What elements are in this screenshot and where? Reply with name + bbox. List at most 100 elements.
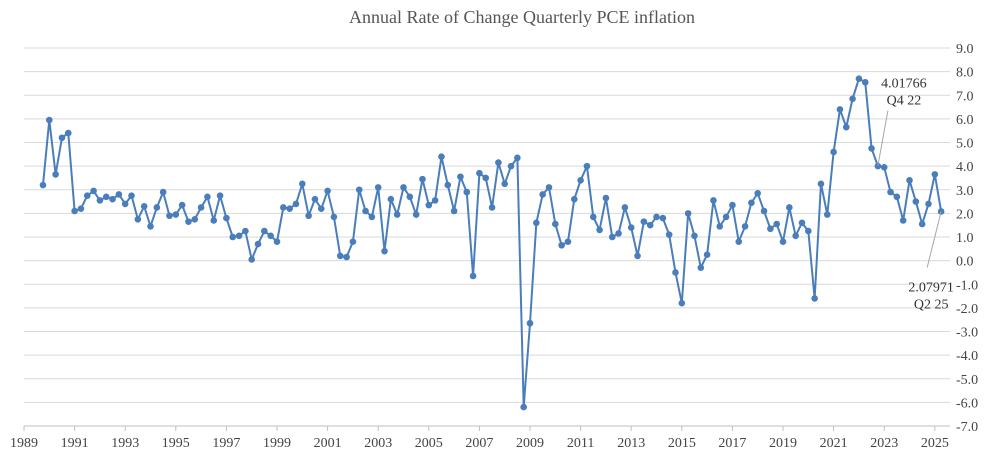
annotation-leader <box>877 110 889 166</box>
data-point <box>615 230 622 237</box>
data-point <box>640 218 648 225</box>
x-tick-label: 1993 <box>111 436 139 451</box>
y-tick-label: -3.0 <box>956 326 978 341</box>
annotation: 2.07971 Q2 25 <box>908 211 954 312</box>
data-point <box>46 116 53 124</box>
data-point <box>861 78 869 86</box>
data-point <box>121 200 129 208</box>
x-tick-label: 1991 <box>61 436 89 451</box>
y-tick-label: 3.0 <box>956 184 974 199</box>
y-tick-label: -5.0 <box>956 373 978 388</box>
data-point <box>109 195 116 203</box>
data-point <box>419 175 426 183</box>
data-point <box>621 204 629 211</box>
data-point <box>242 227 249 235</box>
data-point <box>608 233 616 241</box>
data-point <box>482 174 490 182</box>
data-point <box>899 217 907 224</box>
data-point <box>159 188 167 196</box>
data-point <box>343 253 350 261</box>
data-point <box>627 224 635 231</box>
data-point <box>741 223 749 230</box>
data-point <box>147 223 154 230</box>
data-point <box>646 221 654 229</box>
data-point <box>412 211 420 218</box>
x-tick-label: 2013 <box>617 436 645 451</box>
data-point <box>836 106 844 113</box>
data-point <box>748 199 755 207</box>
x-tick-label: 1989 <box>10 436 38 451</box>
data-point <box>880 164 888 171</box>
data-point <box>235 232 243 240</box>
y-tick-label: -6.0 <box>956 396 978 411</box>
y-tick-label: 7.0 <box>956 89 974 104</box>
data-point <box>387 195 395 203</box>
data-point <box>514 154 521 162</box>
data-point <box>185 218 192 225</box>
data-point <box>248 256 255 263</box>
data-point <box>261 227 268 235</box>
y-tick-label: 0.0 <box>956 255 974 270</box>
data-point <box>893 193 901 201</box>
data-point <box>520 403 527 411</box>
x-tick-label: 2011 <box>567 436 594 451</box>
data-point <box>539 191 546 198</box>
x-tick-label: 2023 <box>870 436 898 451</box>
data-point <box>286 205 293 212</box>
chart-title: Annual Rate of Change Quarterly PCE infl… <box>349 7 695 27</box>
y-axis: 9.0 8.0 7.0 6.0 5.0 4.0 3.0 2.0 1.0 0.0 -1.0 -2.0 -3… <box>956 42 978 435</box>
data-point <box>817 180 825 188</box>
data-point <box>191 215 199 223</box>
annotation-leader <box>926 211 942 268</box>
y-tick-label: 6.0 <box>956 113 974 128</box>
data-point <box>425 201 433 209</box>
data-point <box>299 180 306 188</box>
data-point <box>83 192 91 199</box>
y-tick-label: -7.0 <box>956 420 978 435</box>
x-tick-label: 2007 <box>465 436 493 451</box>
data-point <box>178 201 186 209</box>
data-point <box>39 181 47 189</box>
data-point <box>729 201 736 209</box>
data-point <box>457 173 464 181</box>
data-point <box>691 232 698 240</box>
annotation-value: 2.07971 <box>908 280 954 295</box>
data-point <box>223 214 230 222</box>
data-point <box>805 227 812 235</box>
data-point <box>501 180 509 188</box>
data-point <box>431 197 439 204</box>
data-point <box>64 129 72 137</box>
data-point <box>229 233 237 241</box>
data-point <box>849 95 856 103</box>
data-point <box>204 193 211 201</box>
data-point <box>564 238 572 246</box>
data-point <box>444 181 452 189</box>
data-point <box>786 204 793 211</box>
data-point <box>526 319 534 327</box>
data-point <box>254 240 262 248</box>
data-point <box>842 123 850 131</box>
data-point <box>495 159 502 166</box>
x-tick-label: 1995 <box>162 436 190 451</box>
data-point <box>311 195 319 203</box>
data-point <box>545 184 553 191</box>
data-point <box>52 171 59 178</box>
y-tick-label: -1.0 <box>956 278 978 293</box>
data-point <box>767 225 774 233</box>
data-point <box>197 204 205 211</box>
data-point <box>665 231 673 238</box>
data-point <box>336 252 344 260</box>
data-point <box>577 177 584 184</box>
data-point <box>779 238 787 246</box>
data-point <box>140 202 148 210</box>
data-point <box>634 252 641 260</box>
data-point <box>754 189 762 197</box>
y-tick-label: 5.0 <box>956 137 974 152</box>
annotation-value: 4.01766 <box>881 77 927 92</box>
x-tick-label: 2003 <box>364 436 392 451</box>
data-point <box>349 238 357 246</box>
data-point <box>558 241 565 249</box>
data-point <box>463 188 471 196</box>
data-point <box>735 238 743 246</box>
data-point <box>659 214 667 222</box>
